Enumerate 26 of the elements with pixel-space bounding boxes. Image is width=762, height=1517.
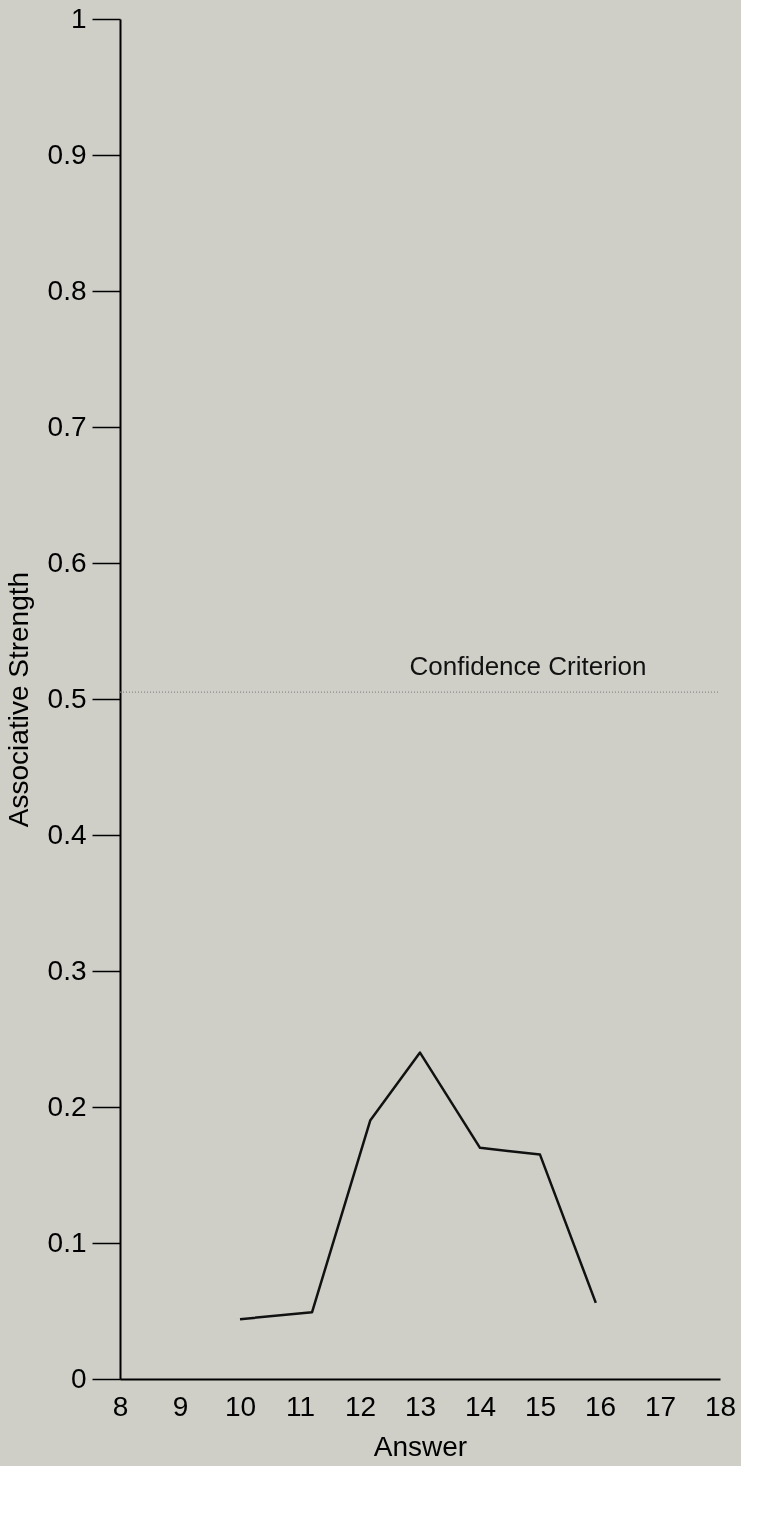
- y-tick-label: 0.4: [47, 818, 87, 850]
- y-tick-label: 0.5: [47, 682, 87, 714]
- y-tick-label: 0.2: [47, 1090, 87, 1122]
- x-tick-label: 12: [344, 1390, 377, 1422]
- x-tick-label: 16: [584, 1390, 617, 1422]
- x-tick-label: 11: [285, 1390, 316, 1422]
- x-tick-label: 18: [704, 1390, 737, 1422]
- y-tick-label: 0: [70, 1362, 87, 1394]
- x-tick-label: 10: [224, 1390, 257, 1422]
- x-axis-title: Answer: [373, 1430, 468, 1462]
- y-tick-label: 0.1: [47, 1226, 87, 1258]
- x-tick-label: 15: [524, 1390, 557, 1422]
- x-tick-label: 8: [112, 1390, 129, 1422]
- y-tick-label: 0.8: [47, 274, 87, 306]
- y-tick-label: 0.6: [47, 546, 87, 578]
- y-axis-title: Associative Strength: [2, 571, 34, 828]
- line-series: [238, 1051, 598, 1321]
- x-tick-label: 9: [172, 1390, 189, 1422]
- x-tick-label: 17: [644, 1390, 677, 1422]
- x-tick-label: 14: [464, 1390, 497, 1422]
- x-tick-label: 13: [404, 1390, 437, 1422]
- y-tick-label: 1: [70, 2, 87, 34]
- y-tick-label: 0.9: [47, 138, 87, 170]
- y-tick-label: 0.7: [47, 410, 87, 442]
- y-tick-label: 0.3: [47, 954, 87, 986]
- ref-line-label: Confidence Criterion: [409, 651, 647, 682]
